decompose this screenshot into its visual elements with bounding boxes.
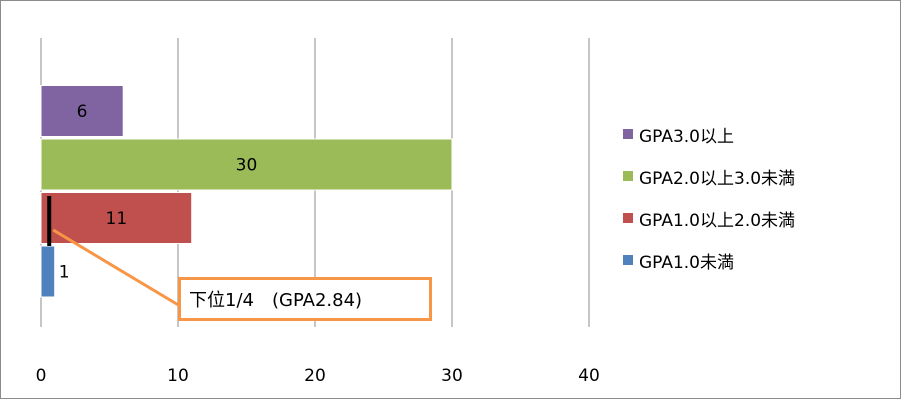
x-tick-label-0: 0 xyxy=(36,366,47,386)
bar-label-1: 11 xyxy=(106,209,128,229)
bar-label-3: 6 xyxy=(77,102,88,122)
legend-swatch xyxy=(623,255,633,265)
annotation-callout: 下位1/4 (GPA2.84) xyxy=(178,277,432,321)
legend-label: GPA1.0未満 xyxy=(639,252,735,273)
x-tick-label-4: 40 xyxy=(578,366,600,386)
legend-item-2: GPA1.0以上2.0未満 xyxy=(623,208,898,231)
legend-swatch xyxy=(623,129,633,139)
legend-swatch xyxy=(623,213,633,223)
legend-label: GPA2.0以上3.0未満 xyxy=(639,168,796,189)
legend-item-1: GPA2.0以上3.0未満 xyxy=(623,166,898,189)
bar-0 xyxy=(40,245,56,298)
bar-2 xyxy=(40,138,453,191)
legend: GPA3.0以上 GPA2.0以上3.0未満 GPA1.0以上2.0未満 GPA1.0… xyxy=(623,124,898,292)
x-tick-label-2: 20 xyxy=(304,366,326,386)
legend-swatch xyxy=(623,171,633,181)
legend-item-3: GPA1.0未満 xyxy=(623,250,898,273)
bar-3 xyxy=(40,85,124,137)
callout-connector xyxy=(52,228,181,308)
bar-label-0: 1 xyxy=(59,263,70,283)
bar-label-2: 30 xyxy=(236,156,258,176)
legend-item-0: GPA3.0以上 xyxy=(623,124,898,147)
bar-1 xyxy=(40,192,193,244)
legend-label: GPA3.0以上 xyxy=(639,126,735,147)
legend-label: GPA1.0以上2.0未満 xyxy=(639,210,796,231)
x-tick-label-1: 10 xyxy=(167,366,189,386)
x-tick-label-3: 30 xyxy=(441,366,463,386)
